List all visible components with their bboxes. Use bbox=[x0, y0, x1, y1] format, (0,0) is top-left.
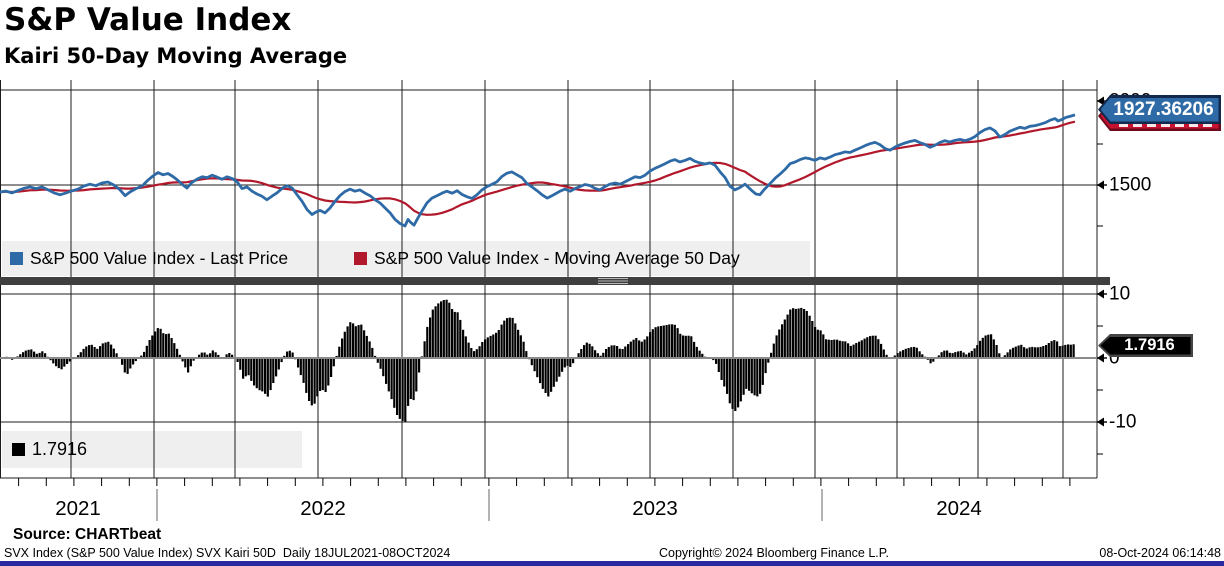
timestamp-text: 08-Oct-2024 06:14:48 bbox=[1099, 546, 1221, 560]
legend-backgrounds bbox=[2, 241, 810, 468]
security-info-text: SVX Index (S&P 500 Value Index) SVX Kair… bbox=[4, 546, 451, 560]
year-label: 2023 bbox=[632, 497, 678, 520]
panel-divider-grip-icon[interactable] bbox=[598, 278, 628, 284]
kairi-panel-legend[interactable]: 1.7916 bbox=[2, 431, 302, 468]
panel-divider bbox=[0, 277, 1110, 285]
bottom-border-bar bbox=[0, 561, 1224, 566]
legend-label-moving-average: S&P 500 Value Index - Moving Average 50 … bbox=[374, 248, 740, 268]
moving-average-line bbox=[0, 120, 1076, 216]
info-line: SVX Index (S&P 500 Value Index) SVX Kair… bbox=[0, 546, 1224, 561]
last-price-axis-flag-value: 1927.36206 bbox=[1100, 97, 1219, 122]
kairi-legend-value: 1.7916 bbox=[32, 439, 88, 459]
price-line bbox=[0, 113, 1076, 228]
axis-tick-label: 1500 bbox=[1109, 175, 1151, 196]
year-label: 2021 bbox=[55, 497, 101, 520]
legend-entry-last-price[interactable]: S&P 500 Value Index - Last Price bbox=[10, 241, 288, 276]
legend-label-last-price: S&P 500 Value Index - Last Price bbox=[30, 248, 289, 268]
legend-entry-moving-average[interactable]: S&P 500 Value Index - Moving Average 50 … bbox=[354, 241, 740, 276]
copyright-text: Copyright© 2024 Bloomberg Finance L.P. bbox=[659, 546, 889, 560]
page-subtitle: Kairi 50-Day Moving Average bbox=[4, 44, 348, 68]
axis-tick-label: 10 bbox=[1109, 284, 1130, 305]
year-label: 2024 bbox=[936, 497, 982, 520]
right-axis: 20001500100-10 bbox=[1097, 91, 1151, 455]
kairi-swatch-icon bbox=[12, 443, 25, 456]
price-panel-legend: S&P 500 Value Index - Last Price S&P 500… bbox=[2, 241, 810, 276]
last-price-swatch-icon bbox=[10, 252, 23, 265]
page-title: S&P Value Index bbox=[4, 2, 292, 38]
source-line: Source: CHARTbeat bbox=[13, 526, 162, 543]
year-label: 2022 bbox=[300, 497, 346, 520]
axis-tick-label: 0 bbox=[1109, 348, 1120, 369]
last-price-axis-flag[interactable]: 1927.36206 bbox=[1098, 95, 1221, 124]
kairi-axis-flag[interactable]: 1.7916 bbox=[1098, 334, 1193, 357]
kairi-axis-flag-value: 1.7916 bbox=[1100, 336, 1191, 355]
moving-average-swatch-icon bbox=[354, 252, 367, 265]
axis-tick-label: -10 bbox=[1109, 412, 1136, 433]
clipped-ma-value-decoration bbox=[1118, 123, 1213, 127]
kairi-bars bbox=[0, 299, 1075, 422]
x-axis: 2021 2022 2023 2024 bbox=[18, 478, 1071, 521]
